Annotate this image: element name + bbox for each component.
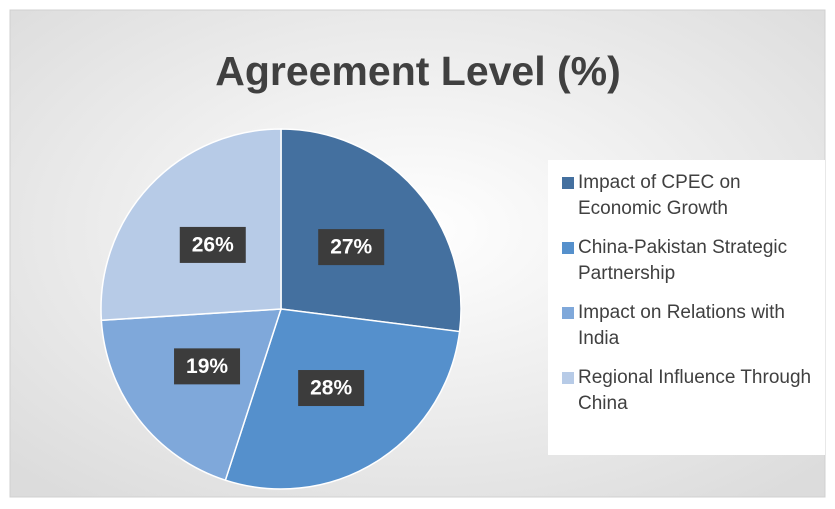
legend-label: Regional Influence Through China bbox=[578, 367, 812, 414]
legend-item: Impact of CPEC on Economic Growth bbox=[562, 170, 817, 222]
legend-swatch bbox=[562, 307, 574, 319]
legend-swatch bbox=[562, 242, 574, 254]
data-label-box bbox=[174, 348, 241, 385]
legend-swatch bbox=[562, 372, 574, 384]
legend-item: Regional Influence Through China bbox=[562, 365, 817, 417]
legend-label: Impact on Relations with India bbox=[578, 302, 785, 349]
legend: Impact of CPEC on Economic Growth China-P… bbox=[548, 160, 825, 455]
chart-title: Agreement Level (%) bbox=[215, 48, 621, 94]
pie-slice bbox=[100, 128, 282, 322]
data-label: 28% bbox=[310, 377, 352, 400]
data-label-box bbox=[179, 226, 246, 263]
legend-item: Impact on Relations with India bbox=[562, 300, 817, 352]
legend-swatch bbox=[562, 177, 574, 189]
data-label: 27% bbox=[330, 236, 372, 259]
pie: 27% 28% 19% 26% bbox=[100, 128, 462, 490]
legend-item: China-Pakistan Strategic Partnership bbox=[562, 235, 817, 287]
data-label: 26% bbox=[192, 233, 234, 256]
legend-label: China-Pakistan Strategic Partnership bbox=[578, 237, 788, 284]
data-label: 19% bbox=[186, 355, 228, 378]
legend-label: Impact of CPEC on Economic Growth bbox=[578, 172, 741, 219]
data-label-box bbox=[318, 229, 385, 266]
data-label-box bbox=[298, 370, 365, 407]
